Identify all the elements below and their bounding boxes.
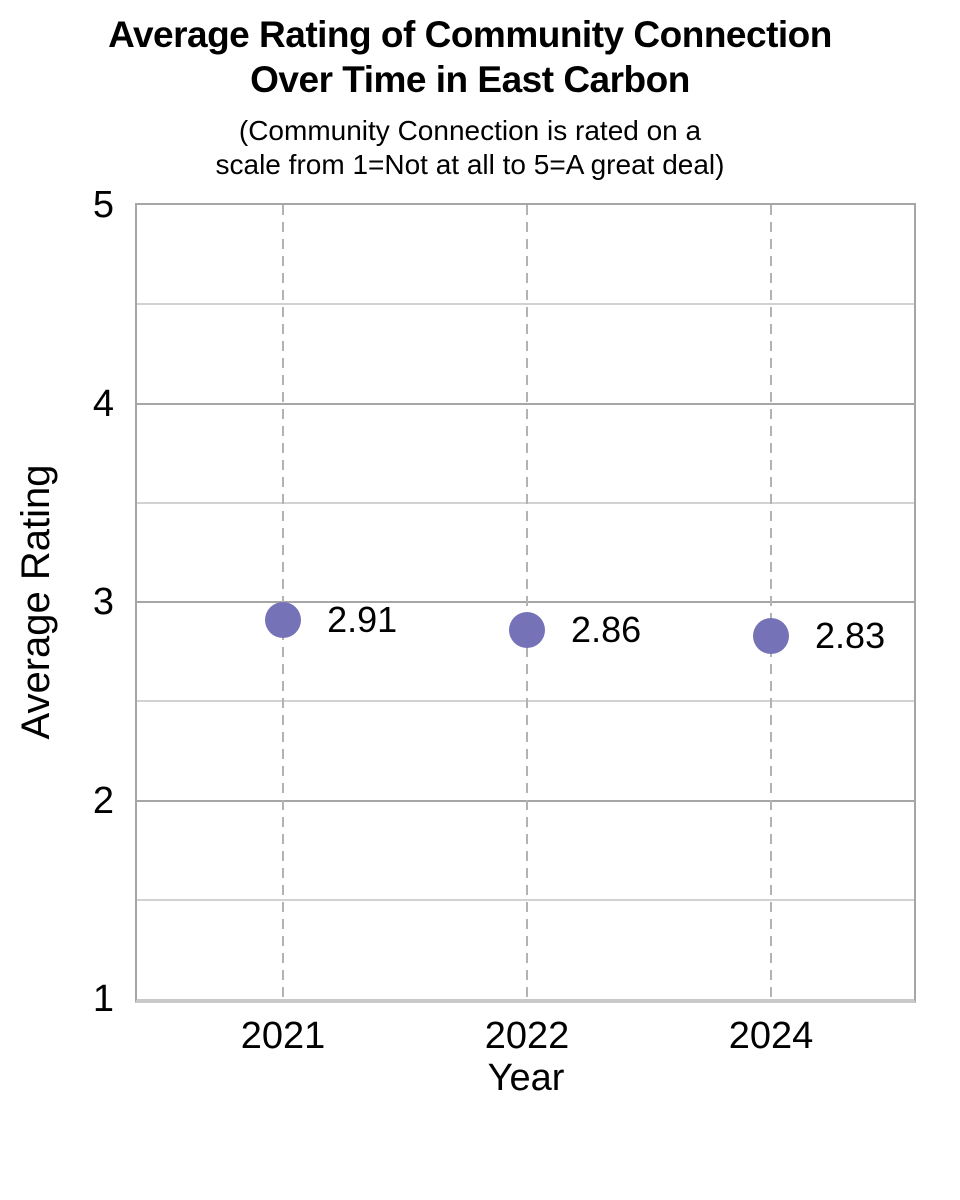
y-tick-label-2: 2 [92,779,114,822]
minor-gridline-2.5 [137,700,914,703]
category-dashline-2022 [526,205,529,999]
major-gridline-3 [137,601,914,603]
x-axis-title: Year [487,1057,565,1099]
plot-area: 2.91 2.86 2.83 [135,203,916,1003]
y-tick-label-4: 4 [92,382,114,425]
x-tick-label-2024: 2024 [728,1015,814,1057]
major-gridline-2 [137,799,914,802]
y-tick-label-5: 5 [92,184,114,226]
data-point-2022 [509,611,546,648]
data-point-label-2022: 2.86 [571,608,642,650]
minor-gridline-3.5 [137,501,914,504]
major-gridline-4 [137,402,914,405]
data-point-label-2021: 2.91 [327,598,398,640]
y-axis-title: Average Rating [14,464,58,740]
x-tick-label-2021: 2021 [240,1015,326,1057]
x-tick-label-2022: 2022 [484,1015,570,1057]
chart-title: Average Rating of Community Connection O… [108,14,832,100]
data-point-label-2024: 2.83 [815,614,886,656]
minor-gridline-1.5 [137,898,914,901]
category-dashline-2024 [770,205,773,999]
chart-subtitle: (Community Connection is rated on a scal… [215,115,725,180]
y-tick-label-3: 3 [92,581,114,623]
minor-gridline-4.5 [137,303,914,306]
data-point-2024 [753,617,790,654]
y-tick-label-1: 1 [92,978,114,1020]
data-point-2021 [265,601,302,638]
